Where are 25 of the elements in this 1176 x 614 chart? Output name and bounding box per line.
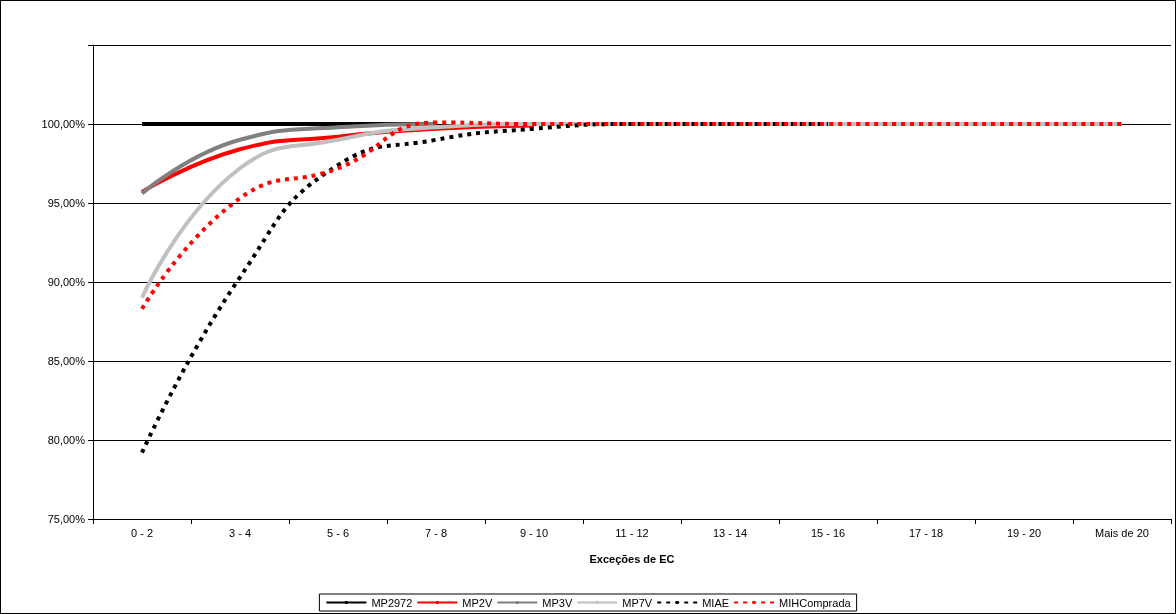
x-tick-label: Mais de 20	[1095, 526, 1149, 539]
legend-label: MP3V	[542, 596, 573, 609]
x-tick-label: 15 - 16	[810, 526, 846, 539]
x-tick-label: 0 - 2	[130, 526, 154, 539]
x-tick-label: 13 - 14	[712, 526, 748, 539]
y-tick-label: 100,00%	[41, 118, 86, 130]
x-tick-label: 11 - 12	[615, 526, 649, 539]
legend-label: MP2972	[371, 596, 413, 609]
x-tick-label: 3 - 4	[228, 526, 252, 539]
line-series	[140, 122, 438, 196]
legend-label: MIAE	[702, 596, 730, 609]
y-tick-label: 90,00%	[47, 276, 86, 288]
legend-label: MP2V	[462, 596, 493, 609]
x-tick-label: 7 - 8	[424, 526, 448, 539]
y-tick-label: 95,00%	[47, 197, 86, 209]
y-tick-label: 85,00%	[47, 355, 86, 367]
x-tick-label: 17 - 18	[908, 526, 944, 539]
legend-label: MP7V	[622, 596, 653, 609]
y-tick-label: 75,00%	[47, 513, 86, 525]
y-tick-label: 80,00%	[47, 434, 86, 446]
x-tick-label: 19 - 20	[1006, 526, 1042, 539]
x-tick-label: 9 - 10	[519, 526, 549, 539]
x-axis-title: Exceções de EC	[589, 552, 675, 565]
legend-label: MIHComprada	[779, 596, 852, 609]
x-tick-label: 5 - 6	[326, 526, 350, 539]
